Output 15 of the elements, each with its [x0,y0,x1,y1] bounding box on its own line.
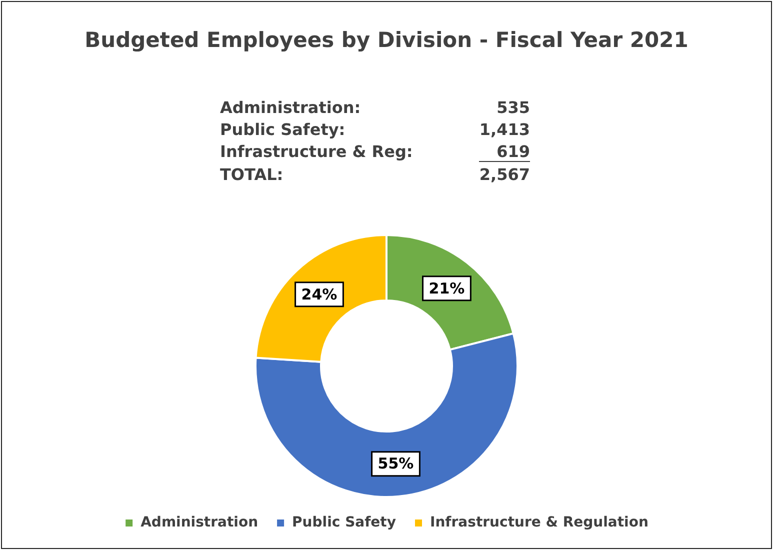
chart-title: Budgeted Employees by Division - Fiscal Year 2021 [84,28,690,52]
text: TOTAL: [220,165,284,184]
text: Public Safety: [220,120,346,139]
text: 2,567 [479,165,530,184]
legend-label: Administration [140,514,258,531]
text: 619 [478,142,530,162]
text: Administration: [220,98,362,117]
data-label: 21% [428,279,465,298]
legend-label: Public Safety [292,514,396,531]
data-label: 24% [301,285,338,304]
text: 535 [496,98,530,117]
legend-label: Infrastructure & Regulation [430,514,648,531]
data-label: 55% [378,454,414,473]
text: Infrastructure & Reg: [220,142,414,162]
text: 1,413 [479,120,530,139]
